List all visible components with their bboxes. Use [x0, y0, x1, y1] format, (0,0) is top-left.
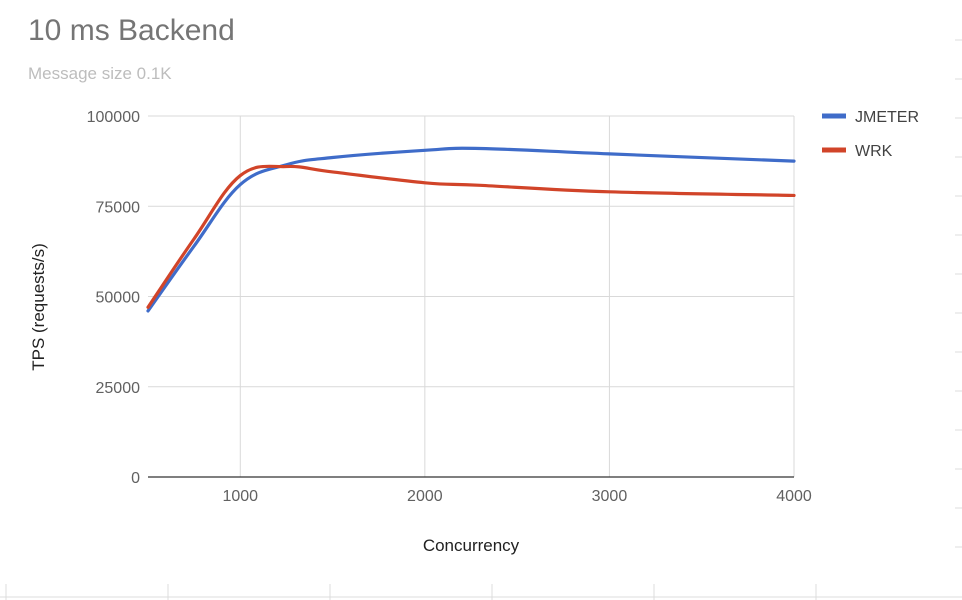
x-axis-title: Concurrency: [423, 536, 520, 555]
x-tick-label: 4000: [776, 488, 812, 505]
y-tick-label: 0: [131, 470, 140, 487]
y-axis-ticks: 0 25000 50000 75000 100000: [87, 109, 140, 487]
legend-label-wrk: WRK: [855, 143, 893, 160]
footer-ruler: [0, 39, 962, 600]
legend: JMETER WRK: [822, 109, 919, 160]
x-axis-ticks: 1000 2000 3000 4000: [222, 488, 811, 505]
y-axis-title: TPS (requests/s): [29, 243, 48, 371]
x-tick-label: 3000: [592, 488, 628, 505]
y-tick-label: 75000: [96, 199, 141, 216]
series-line-wrk: [146, 164, 796, 309]
y-tick-label: 25000: [96, 380, 141, 397]
legend-label-jmeter: JMETER: [855, 109, 919, 126]
chart-subtitle: Message size 0.1K: [28, 64, 172, 83]
y-tick-label: 100000: [87, 109, 140, 126]
x-tick-label: 2000: [407, 488, 443, 505]
x-tick-label: 1000: [222, 488, 258, 505]
grid-lines: [148, 115, 795, 477]
series-lines: [146, 146, 796, 313]
y-tick-label: 50000: [96, 290, 141, 307]
chart-title: 10 ms Backend: [28, 14, 235, 47]
series-line-jmeter: [146, 146, 796, 313]
